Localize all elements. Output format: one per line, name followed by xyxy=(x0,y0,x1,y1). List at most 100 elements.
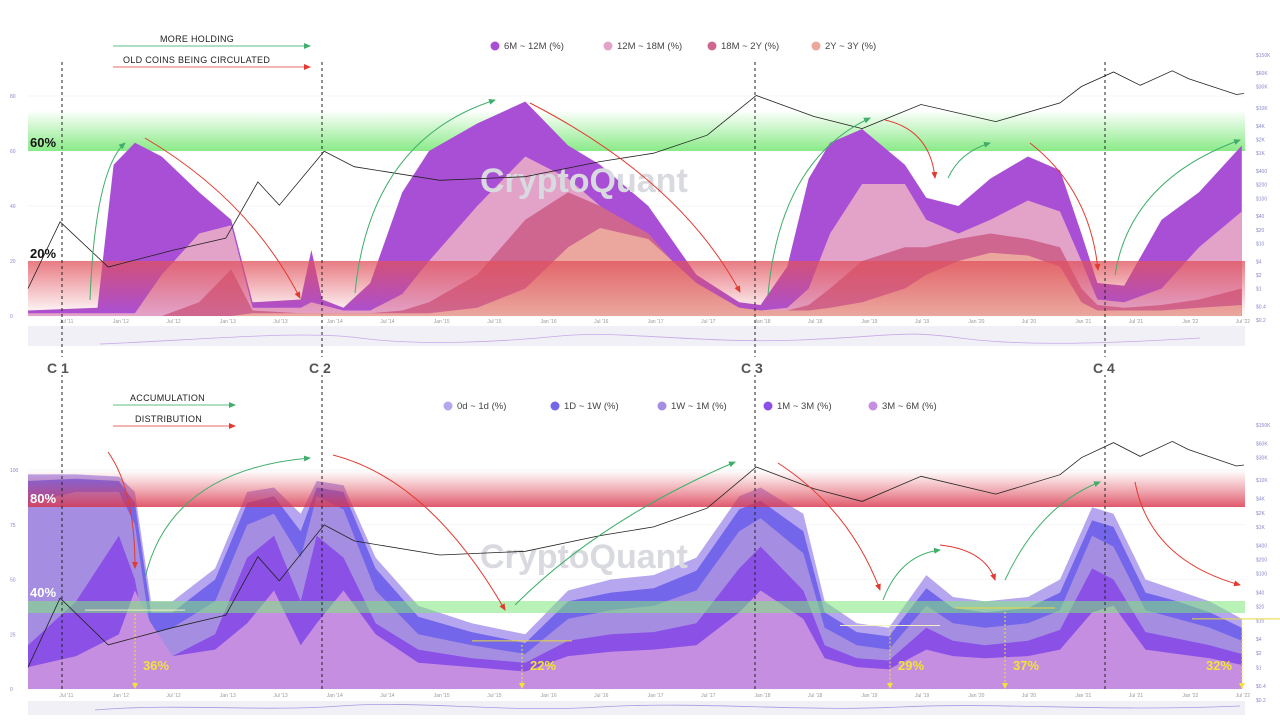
price-tick-label: $2K xyxy=(1256,511,1266,517)
y-tick-label: 80 xyxy=(10,94,16,100)
cycle-low-label: 29% xyxy=(898,658,924,673)
accumulation-label: ACCUMULATION xyxy=(130,393,205,403)
bottom-left-axis: 0 25 50 75 100 xyxy=(10,468,19,693)
x-tick-label: Jan '19 xyxy=(861,319,877,325)
cycle-label: C 4 xyxy=(1093,360,1115,376)
x-tick-label: Jan '12 xyxy=(113,693,129,699)
y-tick-label: 50 xyxy=(10,578,16,584)
red-arrow-icon xyxy=(529,102,741,293)
legend-label[interactable]: 3M ~ 6M (%) xyxy=(882,401,937,412)
cycle-low-label: 36% xyxy=(143,658,169,673)
legend-label[interactable]: 0d ~ 1d (%) xyxy=(457,401,506,412)
legend-swatch-icon[interactable] xyxy=(811,41,821,51)
red-arrow-icon xyxy=(332,454,506,611)
cycle-low-label: 37% xyxy=(1013,658,1039,673)
legend-label[interactable]: 6M ~ 12M (%) xyxy=(504,41,564,52)
price-tick-label: $400 xyxy=(1256,169,1267,175)
price-tick-label: $4K xyxy=(1256,124,1266,130)
price-tick-label: $2 xyxy=(1256,273,1262,279)
legend-label[interactable]: 2Y ~ 3Y (%) xyxy=(825,41,876,52)
cycle-label-bg xyxy=(45,357,75,375)
cycle-low-markers: 36% 22% 29% 37% 32% xyxy=(85,607,1280,689)
x-tick-label: Jul '14 xyxy=(380,319,395,325)
price-tick-label: $2K xyxy=(1256,138,1266,144)
legend-swatch-icon[interactable] xyxy=(490,41,500,51)
red-arrow-icon xyxy=(107,451,138,569)
legend-swatch-icon[interactable] xyxy=(763,401,773,411)
bottom-navigator[interactable] xyxy=(28,701,1245,715)
legend-label[interactable]: 1M ~ 3M (%) xyxy=(777,401,832,412)
top-green-band xyxy=(28,110,1245,151)
area-3m-6m- xyxy=(28,590,1242,689)
x-tick-label: Jan '13 xyxy=(220,319,236,325)
legend-swatch-icon[interactable] xyxy=(550,401,560,411)
green-arrow-icon xyxy=(354,98,496,294)
price-tick-label: $0.4 xyxy=(1256,304,1266,310)
cycle-label: C 3 xyxy=(741,360,763,376)
x-tick-label: Jul '12 xyxy=(166,693,181,699)
cycle-markers: C 1 C 2 C 3 C 4 xyxy=(45,62,1121,690)
legend-swatch-icon[interactable] xyxy=(443,401,453,411)
legend-swatch-icon[interactable] xyxy=(603,41,613,51)
y-tick-label: 20 xyxy=(10,259,16,265)
x-tick-label: Jan '21 xyxy=(1075,693,1091,699)
legend-swatch-icon[interactable] xyxy=(657,401,667,411)
legend-label[interactable]: 1W ~ 1M (%) xyxy=(671,401,727,412)
green-arrow-icon xyxy=(144,455,311,579)
x-tick-label: Jan '21 xyxy=(1075,319,1091,325)
price-tick-label: $60K xyxy=(1256,71,1268,77)
y-tick-label: 40 xyxy=(10,204,16,210)
top-price-line xyxy=(27,70,1244,289)
x-tick-label: Jul '18 xyxy=(808,319,823,325)
x-tick-label: Jan '16 xyxy=(541,319,557,325)
x-tick-label: Jan '14 xyxy=(327,693,343,699)
legend-label[interactable]: 1D ~ 1W (%) xyxy=(564,401,619,412)
legend-label[interactable]: 12M ~ 18M (%) xyxy=(617,41,682,52)
x-tick-label: Jul '16 xyxy=(594,693,609,699)
band-label-80: 80% xyxy=(30,491,56,506)
x-tick-label: Jul '11 xyxy=(59,693,73,699)
x-tick-label: Jan '12 xyxy=(113,319,129,325)
price-tick-label: $1K xyxy=(1256,525,1266,531)
red-arrow-icon xyxy=(939,544,996,581)
x-tick-label: Jul '21 xyxy=(1129,319,1144,325)
distribution-label: DISTRIBUTION xyxy=(135,414,202,424)
legend-label[interactable]: 18M ~ 2Y (%) xyxy=(721,41,779,52)
price-tick-label: $40 xyxy=(1256,590,1265,596)
top-x-axis: Jul '11 Jan '12 Jul '12 Jan '13 Jul '13 Jan '… xyxy=(59,319,1250,325)
price-tick-label: $100 xyxy=(1256,572,1267,578)
x-tick-label: Jan '22 xyxy=(1182,319,1198,325)
bottom-green-band xyxy=(28,601,1245,613)
x-tick-label: Jan '15 xyxy=(434,319,450,325)
x-tick-label: Jul '19 xyxy=(915,693,930,699)
y-tick-label: 100 xyxy=(10,468,19,474)
price-tick-label: $10 xyxy=(1256,618,1265,624)
x-tick-label: Jul '16 xyxy=(594,319,609,325)
y-tick-label: 60 xyxy=(10,149,16,155)
y-tick-label: 75 xyxy=(10,523,16,529)
cycle-low-label: 22% xyxy=(530,658,556,673)
x-tick-label: Jul '22 xyxy=(1236,319,1251,325)
price-tick-label: $1 xyxy=(1256,665,1262,671)
x-tick-label: Jul '21 xyxy=(1129,693,1144,699)
price-tick-label: $0.2 xyxy=(1256,318,1266,324)
price-tick-label: $200 xyxy=(1256,183,1267,189)
x-tick-label: Jul '13 xyxy=(273,319,288,325)
legend-swatch-icon[interactable] xyxy=(868,401,878,411)
legend-swatch-icon[interactable] xyxy=(707,41,717,51)
top-legend: 6M ~ 12M (%) 12M ~ 18M (%) 18M ~ 2Y (%) 2Y … xyxy=(490,41,876,52)
price-tick-label: $2 xyxy=(1256,651,1262,657)
bottom-navigator-line xyxy=(94,703,1241,711)
top-navigator-line xyxy=(99,333,1201,345)
red-arrow-icon xyxy=(144,137,301,299)
old-coins-label: OLD COINS BEING CIRCULATED xyxy=(123,55,270,65)
bottom-watermark: CryptoQuant xyxy=(480,538,688,576)
bottom-x-axis: Jul '11 Jan '12 Jul '12 Jan '13 Jul '13 Jan '… xyxy=(59,693,1250,699)
x-tick-label: Jan '20 xyxy=(968,319,984,325)
red-arrow-icon xyxy=(884,119,938,179)
x-tick-label: Jul '17 xyxy=(701,319,716,325)
x-tick-label: Jan '17 xyxy=(648,693,664,699)
x-tick-label: Jul '12 xyxy=(166,319,181,325)
x-tick-label: Jan '14 xyxy=(327,319,343,325)
